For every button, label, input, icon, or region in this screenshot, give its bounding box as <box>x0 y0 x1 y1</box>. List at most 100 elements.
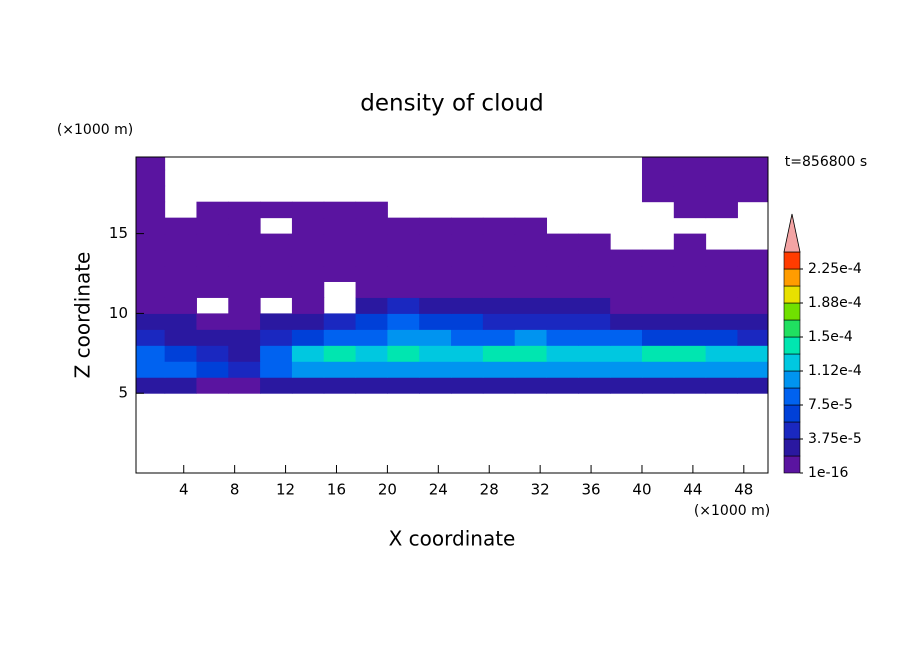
cell <box>419 233 452 251</box>
cell <box>482 361 516 378</box>
cell <box>355 249 388 267</box>
cell <box>673 249 707 267</box>
cell <box>136 217 166 235</box>
cell <box>737 249 768 267</box>
cell <box>451 281 484 298</box>
cell <box>196 201 229 219</box>
cell <box>673 281 707 298</box>
cell <box>705 345 738 362</box>
cell <box>228 265 261 282</box>
colorbar-band <box>783 319 801 338</box>
cell <box>355 281 388 298</box>
cell <box>546 297 579 314</box>
colorbar-tick-label: 1.12e-4 <box>808 363 862 379</box>
cell <box>291 377 325 394</box>
cell <box>387 297 420 314</box>
cell <box>482 217 516 235</box>
cell <box>451 377 484 394</box>
cell <box>641 297 675 314</box>
cell <box>673 313 707 330</box>
cell <box>164 377 197 394</box>
cell <box>705 157 738 171</box>
cell <box>228 361 261 378</box>
cell <box>482 345 516 362</box>
cell <box>419 313 452 330</box>
cell <box>291 313 325 330</box>
cell <box>705 377 738 394</box>
cell <box>387 217 420 235</box>
cell <box>164 249 197 267</box>
cell <box>419 217 452 235</box>
cell <box>228 217 261 235</box>
cell <box>136 185 166 203</box>
cell <box>482 281 516 298</box>
y-tick-label: 15 <box>109 224 128 242</box>
cell <box>546 345 579 362</box>
cell <box>578 249 611 267</box>
cell <box>228 281 261 298</box>
cell <box>737 265 768 282</box>
cell <box>610 265 643 282</box>
cell <box>355 217 388 235</box>
cell <box>136 169 166 187</box>
colorbar-band <box>783 268 801 287</box>
colorbar-tick-label: 7.5e-5 <box>808 397 853 413</box>
x-axis-title: X coordinate <box>389 527 516 551</box>
x-tick-label: 44 <box>683 481 702 499</box>
cell <box>387 361 420 378</box>
cell <box>451 329 484 346</box>
cell <box>355 377 388 394</box>
colorbar-band <box>783 404 801 423</box>
cell <box>260 329 293 346</box>
time-annotation: t=856800 s <box>785 154 867 170</box>
cell <box>673 233 707 251</box>
cell <box>610 313 643 330</box>
cell <box>136 329 166 346</box>
cell <box>451 297 484 314</box>
cell <box>737 361 768 378</box>
cell <box>291 297 325 314</box>
cell <box>673 201 707 219</box>
colorbar-tick-label: 3.75e-5 <box>808 431 862 447</box>
cell <box>641 157 675 171</box>
cell <box>136 249 166 267</box>
cell <box>323 329 357 346</box>
cell <box>228 233 261 251</box>
cell <box>578 281 611 298</box>
cell <box>387 329 420 346</box>
cell <box>641 169 675 187</box>
cell <box>673 297 707 314</box>
cell <box>355 313 388 330</box>
cell <box>196 249 229 267</box>
cell <box>260 361 293 378</box>
cell <box>641 265 675 282</box>
colorbar-band <box>783 285 801 304</box>
cell <box>291 201 325 219</box>
cell <box>260 377 293 394</box>
cell <box>737 345 768 362</box>
cell <box>610 297 643 314</box>
cell <box>228 249 261 267</box>
cell <box>260 201 293 219</box>
colorbar-tick-label: 1.5e-4 <box>808 329 853 345</box>
cell <box>610 329 643 346</box>
cell <box>641 361 675 378</box>
cell <box>136 377 166 394</box>
cell <box>578 345 611 362</box>
cell <box>323 361 357 378</box>
cell <box>419 249 452 267</box>
cell <box>705 361 738 378</box>
cell <box>482 377 516 394</box>
cell <box>451 233 484 251</box>
cell <box>578 329 611 346</box>
colorbar-band <box>783 370 801 389</box>
cell <box>387 281 420 298</box>
cell <box>164 345 197 362</box>
cell <box>673 169 707 187</box>
colorbar-band <box>783 455 801 474</box>
cell <box>482 233 516 251</box>
cell <box>673 157 707 171</box>
cell <box>737 377 768 394</box>
cell <box>610 361 643 378</box>
colorbar-tick-label: 2.25e-4 <box>808 261 862 277</box>
